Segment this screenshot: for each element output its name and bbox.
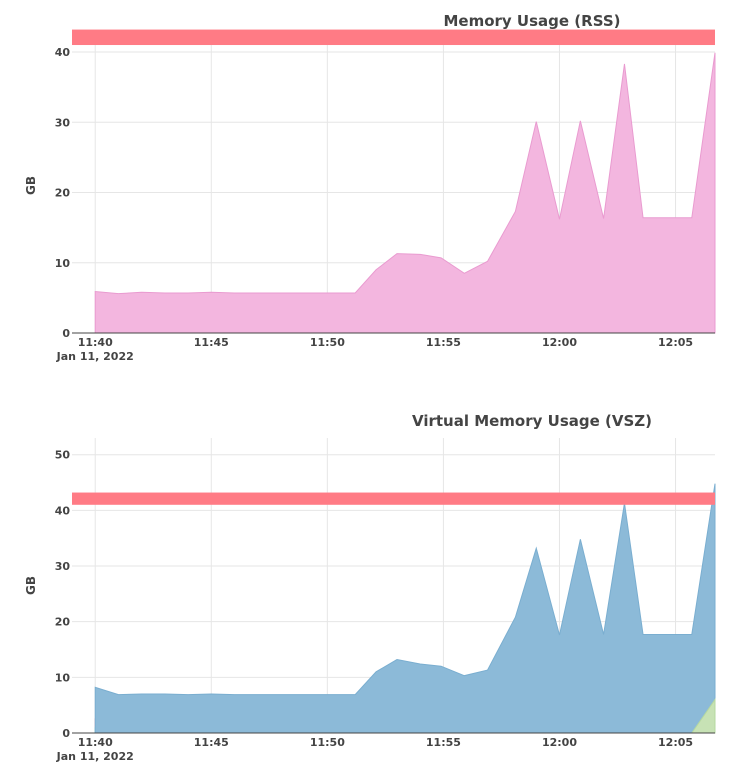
vsz-x-tick-label: 11:50 xyxy=(310,736,345,749)
rss-x-tick-label: 12:05 xyxy=(658,336,693,349)
vsz-threshold-band xyxy=(72,492,715,505)
vsz-y-tick-label: 30 xyxy=(55,560,71,573)
vsz-y-tick-label: 10 xyxy=(55,671,71,684)
vsz-x-tick-label: 11:55 xyxy=(426,736,461,749)
rss-chart-title: Memory Usage (RSS) xyxy=(444,12,621,30)
rss-x-tick-label: 11:50 xyxy=(310,336,345,349)
rss-x-date-label: Jan 11, 2022 xyxy=(56,350,134,363)
vsz-x-tick-label: 11:40 xyxy=(78,736,113,749)
vsz-y-tick-label: 0 xyxy=(62,727,70,740)
rss-y-tick-label: 10 xyxy=(55,257,71,270)
vsz-x-tick-label: 12:05 xyxy=(658,736,693,749)
rss-y-tick-label: 30 xyxy=(55,116,71,129)
rss-x-tick-label: 11:45 xyxy=(194,336,229,349)
rss-chart: Memory Usage (RSS) 0 10 20 30 40 11:40 11:45 11:… xyxy=(0,0,755,380)
rss-y-tick-label: 40 xyxy=(55,46,71,59)
rss-x-tick-label: 11:40 xyxy=(78,336,113,349)
rss-y-axis-title: GB xyxy=(24,176,38,195)
rss-chart-svg: Memory Usage (RSS) 0 10 20 30 40 11:40 11:45 11:… xyxy=(24,12,716,363)
rss-y-tick-label: 0 xyxy=(62,327,70,340)
vsz-y-axis-title: GB xyxy=(24,576,38,595)
rss-series-area-0 xyxy=(94,52,716,334)
rss-x-tick-label: 12:00 xyxy=(542,336,577,349)
vsz-y-tick-label: 20 xyxy=(55,616,71,629)
vsz-y-tick-label: 40 xyxy=(55,504,71,517)
vsz-y-tick-label: 50 xyxy=(55,449,71,462)
vsz-series-area-3 xyxy=(94,483,716,734)
vsz-chart-title: Virtual Memory Usage (VSZ) xyxy=(412,412,652,430)
vsz-x-tick-label: 11:45 xyxy=(194,736,229,749)
vsz-x-date-label: Jan 11, 2022 xyxy=(56,750,134,763)
rss-x-tick-label: 11:55 xyxy=(426,336,461,349)
vsz-chart-svg: Virtual Memory Usage (VSZ) 0 10 20 30 40 50 11:… xyxy=(24,412,716,763)
vsz-chart: Virtual Memory Usage (VSZ) 0 10 20 30 40 50 11:… xyxy=(0,400,755,772)
vsz-x-tick-label: 12:00 xyxy=(542,736,577,749)
rss-y-tick-label: 20 xyxy=(55,187,71,200)
rss-threshold-band xyxy=(72,29,715,46)
